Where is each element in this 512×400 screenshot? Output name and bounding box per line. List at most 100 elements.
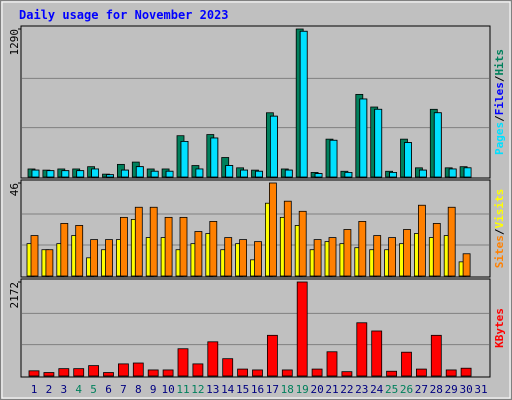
bar — [447, 206, 456, 277]
bar — [134, 206, 143, 277]
bar — [105, 239, 113, 277]
bar — [388, 237, 397, 277]
bar — [150, 170, 159, 178]
bar — [106, 174, 114, 178]
bar — [268, 182, 277, 277]
bar — [103, 372, 114, 377]
bar — [358, 221, 367, 277]
bar — [314, 173, 323, 178]
bar — [195, 168, 204, 178]
bar — [207, 341, 219, 377]
bar — [31, 169, 40, 178]
bar — [43, 372, 55, 377]
bar — [194, 231, 203, 277]
bar — [269, 115, 278, 178]
legend: KBytes — [493, 308, 506, 348]
bar — [359, 98, 368, 178]
bar — [418, 169, 427, 178]
x-tick-label: 17 — [266, 383, 279, 396]
bar — [403, 229, 411, 277]
bar — [177, 348, 189, 377]
bar — [356, 322, 368, 377]
bar — [401, 351, 412, 377]
x-tick-label: 27 — [415, 383, 428, 396]
bar — [462, 253, 471, 277]
bar — [28, 370, 40, 377]
bar — [149, 206, 158, 277]
x-tick-label: 9 — [150, 383, 157, 396]
legend-separator: / — [493, 115, 506, 122]
x-tick-label: 10 — [161, 383, 174, 396]
x-tick-label: 21 — [325, 383, 338, 396]
y-tick-label: 46 — [8, 183, 21, 196]
legend-entry: KBytes — [493, 308, 506, 348]
x-tick-label: 31 — [474, 383, 487, 396]
bar — [386, 370, 398, 377]
x-tick-label: 19 — [296, 383, 309, 396]
bar — [164, 216, 173, 277]
x-tick-label: 30 — [459, 383, 472, 396]
bar — [252, 369, 263, 377]
bar — [296, 281, 308, 377]
x-tick-label: 3 — [60, 383, 67, 396]
bar — [90, 239, 98, 277]
x-tick-label: 7 — [120, 383, 127, 396]
bar — [389, 172, 398, 178]
bar — [373, 235, 382, 277]
x-tick-label: 25 — [385, 383, 398, 396]
legend-separator: / — [493, 75, 506, 82]
panel — [20, 278, 491, 378]
bar — [344, 172, 353, 178]
bar — [224, 237, 233, 277]
bar — [430, 334, 442, 377]
bar — [76, 170, 85, 178]
bar — [460, 367, 472, 377]
bar — [404, 142, 412, 178]
x-tick-label: 13 — [206, 383, 219, 396]
x-tick-label: 1 — [31, 383, 38, 396]
x-tick-label: 16 — [251, 383, 264, 396]
bar — [225, 165, 234, 178]
bar — [313, 239, 322, 277]
panel — [20, 25, 491, 179]
bar — [192, 363, 204, 377]
bar — [88, 365, 99, 377]
bar — [283, 200, 292, 277]
bar — [326, 351, 338, 377]
bar — [58, 368, 70, 377]
bar — [209, 221, 218, 277]
x-tick-label: 4 — [75, 383, 82, 396]
bar — [311, 368, 323, 377]
bar — [374, 108, 383, 178]
bar — [91, 168, 99, 178]
y-tick-label: 1290 — [8, 29, 21, 56]
bar — [240, 169, 249, 178]
bar — [237, 368, 249, 377]
bar — [371, 330, 383, 377]
bar — [75, 225, 84, 277]
bar — [463, 167, 472, 178]
x-tick-label: 11 — [176, 383, 189, 396]
bar — [417, 204, 426, 277]
bar — [162, 369, 174, 377]
legend-entry: Sites — [493, 235, 506, 268]
bar — [180, 141, 189, 178]
bar — [433, 112, 442, 178]
bar — [30, 235, 39, 277]
x-tick-label: 22 — [340, 383, 353, 396]
bar — [210, 137, 219, 178]
bar — [120, 216, 128, 277]
x-tick-label: 5 — [90, 383, 97, 396]
x-tick-label: 15 — [236, 383, 249, 396]
legend-entry: Hits — [493, 49, 506, 76]
bar — [147, 369, 159, 377]
bar — [60, 223, 69, 277]
legend: Sites/Visits — [493, 189, 506, 269]
x-tick-label: 8 — [135, 383, 142, 396]
x-tick-label: 12 — [191, 383, 204, 396]
bar — [222, 358, 234, 377]
bar — [281, 369, 293, 377]
bar — [255, 170, 263, 178]
